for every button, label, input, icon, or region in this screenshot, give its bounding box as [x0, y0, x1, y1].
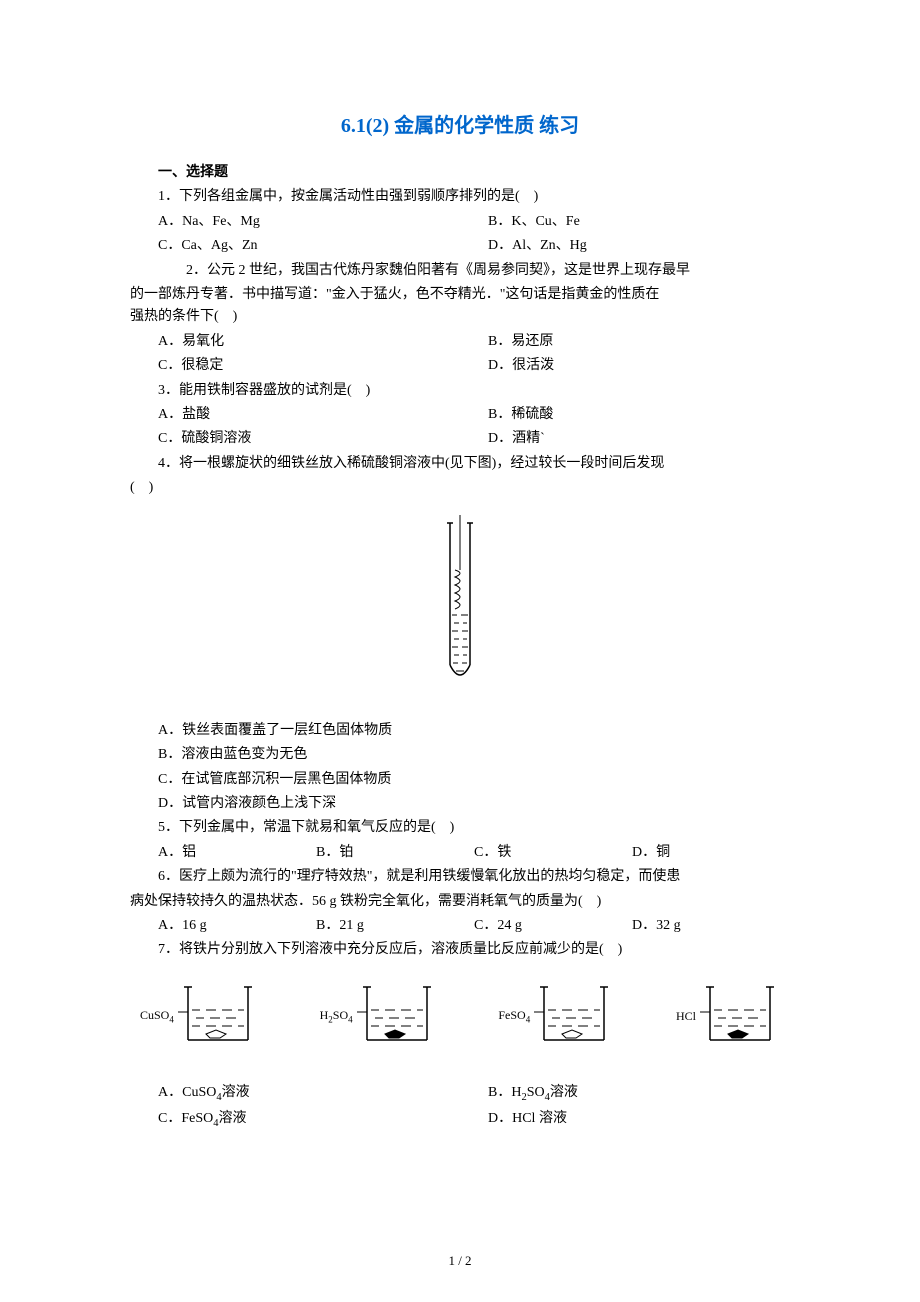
q7-options-row1: A．CuSO4溶液 B．H2SO4溶液: [130, 1082, 790, 1107]
beaker-icon: [357, 982, 437, 1052]
beaker-icon: [534, 982, 614, 1052]
q6-options: A．16 g B．21 g C．24 g D．32 g: [130, 915, 790, 937]
q3-stem: 3．能用铁制容器盛放的试剂是( ): [130, 380, 790, 402]
q2-stem-line2: 的一部炼丹专著．书中描写道："金入于猛火，色不夺精光．"这句话是指黄金的性质在: [130, 284, 790, 306]
q5-options: A．铝 B．铂 C．铁 D．铜: [130, 842, 790, 864]
q4-option-b: B．溶液由蓝色变为无色: [130, 744, 790, 766]
q1-option-a: A．Na、Fe、Mg: [130, 211, 460, 233]
section-header-1: 一、选择题: [130, 162, 790, 184]
q7-beaker-c-label: FeSO4: [498, 1006, 530, 1027]
q3-options-row2: C．硫酸铜溶液 D．酒精`: [130, 428, 790, 450]
q2-options-row1: A．易氧化 B．易还原: [130, 331, 790, 353]
q3-option-d: D．酒精`: [460, 428, 790, 450]
q7-beaker-d: HCl: [676, 982, 780, 1052]
q7-beaker-a-label: CuSO4: [140, 1006, 174, 1027]
q7-beaker-a: CuSO4: [140, 982, 258, 1052]
q2-option-b: B．易还原: [460, 331, 790, 353]
q5-option-d: D．铜: [632, 842, 790, 864]
q6-option-a: A．16 g: [158, 915, 316, 937]
q4-option-d: D．试管内溶液颜色上浅下深: [130, 793, 790, 815]
q6-stem-line2: 病处保持较持久的温热状态．56 g 铁粉完全氧化，需要消耗氧气的质量为( ): [130, 891, 790, 913]
q1-options-row2: C．Ca、Ag、Zn D．Al、Zn、Hg: [130, 235, 790, 257]
beaker-icon: [178, 982, 258, 1052]
q4-stem-line2: ( ): [130, 477, 790, 499]
q1-stem: 1．下列各组金属中，按金属活动性由强到弱顺序排列的是( ): [130, 186, 790, 208]
q7-options-row2: C．FeSO4溶液 D．HCl 溶液: [130, 1108, 790, 1133]
q1-option-c: C．Ca、Ag、Zn: [130, 235, 460, 257]
q2-option-a: A．易氧化: [130, 331, 460, 353]
q6-option-d: D．32 g: [632, 915, 790, 937]
q1-option-d: D．Al、Zn、Hg: [460, 235, 790, 257]
q5-option-a: A．铝: [158, 842, 316, 864]
q5-stem: 5．下列金属中，常温下就易和氧气反应的是( ): [130, 817, 790, 839]
q7-option-c: C．FeSO4溶液: [130, 1108, 460, 1133]
q1-option-b: B．K、Cu、Fe: [460, 211, 790, 233]
q2-options-row2: C．很稳定 D．很活泼: [130, 355, 790, 377]
test-tube-icon: [435, 515, 485, 695]
q7-beaker-b-label: H2SO4: [320, 1006, 353, 1027]
q7-option-a: A．CuSO4溶液: [130, 1082, 460, 1107]
q7-option-b: B．H2SO4溶液: [460, 1082, 790, 1107]
q4-option-a: A．铁丝表面覆盖了一层红色固体物质: [130, 720, 790, 742]
q3-option-b: B．稀硫酸: [460, 404, 790, 426]
q7-beaker-d-label: HCl: [676, 1007, 696, 1026]
beaker-icon: [700, 982, 780, 1052]
q2-option-d: D．很活泼: [460, 355, 790, 377]
q7-option-d: D．HCl 溶液: [460, 1108, 790, 1133]
q7-beaker-row: CuSO4 H2SO4: [130, 982, 790, 1052]
q3-options-row1: A．盐酸 B．稀硫酸: [130, 404, 790, 426]
q2-option-c: C．很稳定: [130, 355, 460, 377]
q4-stem-line1: 4．将一根螺旋状的细铁丝放入稀硫酸铜溶液中(见下图)，经过较长一段时间后发现: [130, 453, 790, 475]
q5-option-c: C．铁: [474, 842, 632, 864]
q3-option-c: C．硫酸铜溶液: [130, 428, 460, 450]
q6-option-b: B．21 g: [316, 915, 474, 937]
q7-stem: 7．将铁片分别放入下列溶液中充分反应后，溶液质量比反应前减少的是( ): [130, 939, 790, 961]
q4-option-c: C．在试管底部沉积一层黑色固体物质: [130, 769, 790, 791]
q4-figure: [130, 515, 790, 703]
q5-option-b: B．铂: [316, 842, 474, 864]
document-title: 6.1(2) 金属的化学性质 练习: [130, 110, 790, 142]
q2-stem-line3: 强热的条件下( ): [130, 306, 790, 328]
q2-stem-line1: 2．公元 2 世纪，我国古代炼丹家魏伯阳著有《周易参同契》，这是世界上现存最早: [130, 260, 790, 282]
q3-option-a: A．盐酸: [130, 404, 460, 426]
q7-beaker-b: H2SO4: [320, 982, 437, 1052]
q7-beaker-c: FeSO4: [498, 982, 614, 1052]
q1-options-row1: A．Na、Fe、Mg B．K、Cu、Fe: [130, 211, 790, 233]
q6-stem-line1: 6．医疗上颇为流行的"理疗特效热"，就是利用铁缓慢氧化放出的热均匀稳定，而使患: [130, 866, 790, 888]
page-number: 1 / 2: [0, 1251, 920, 1272]
q6-option-c: C．24 g: [474, 915, 632, 937]
